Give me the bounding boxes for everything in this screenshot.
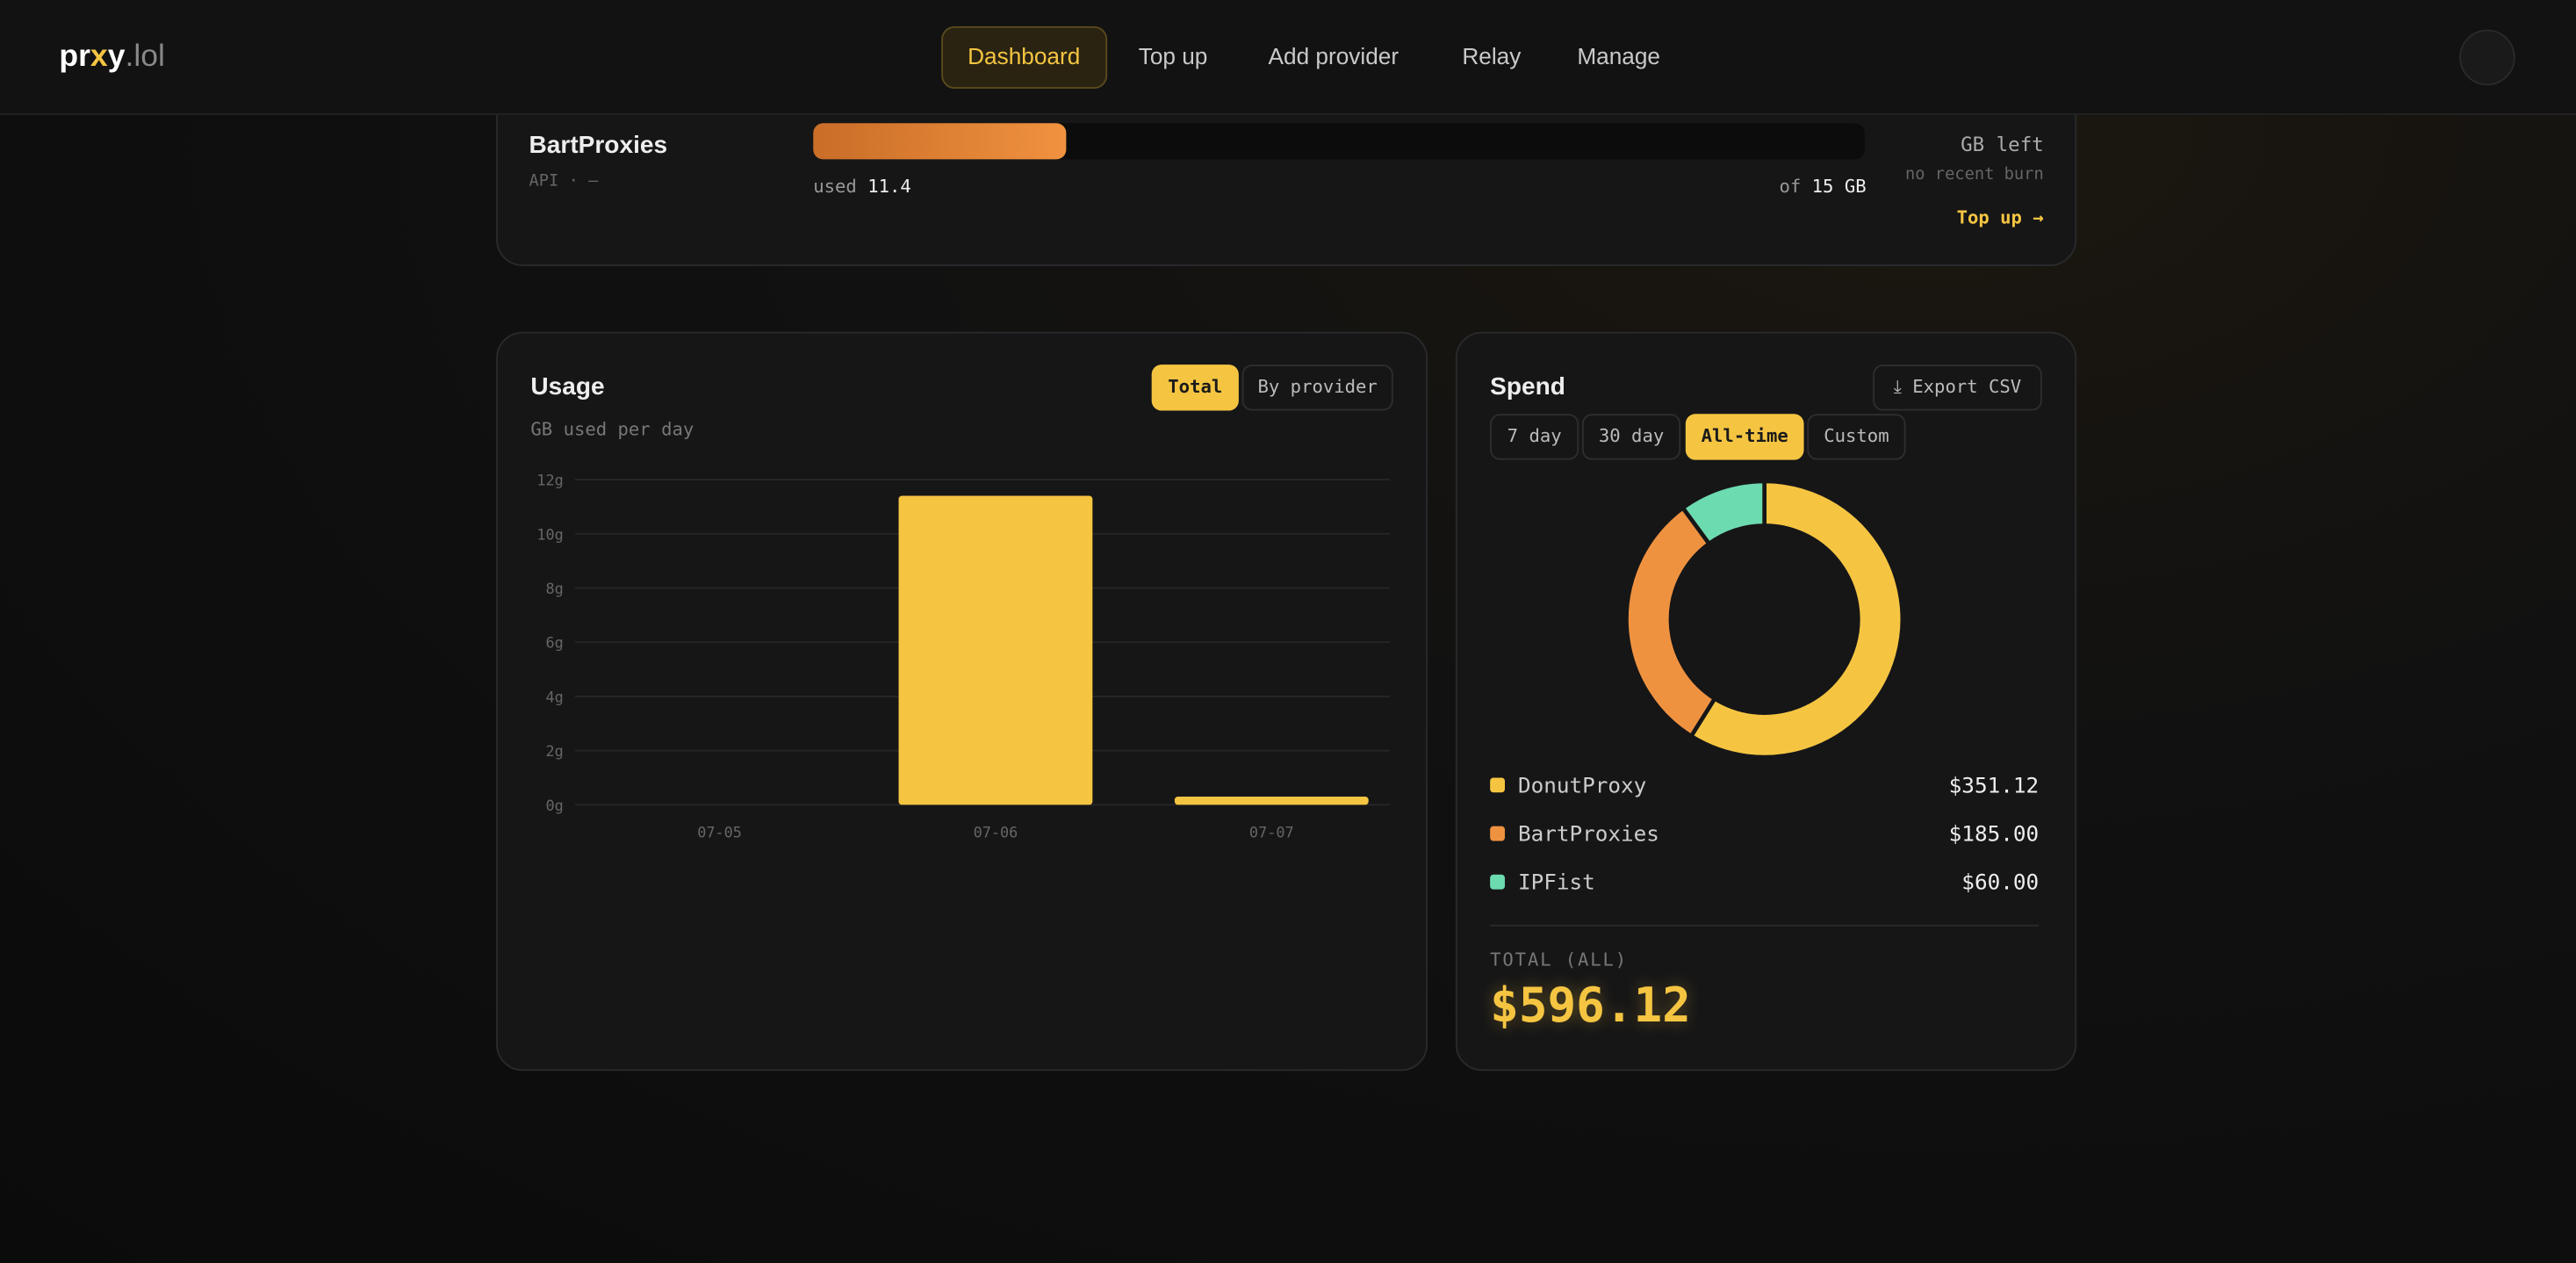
tab[interactable]: By provider (1241, 364, 1393, 411)
logo-part: x (90, 39, 108, 75)
range-button[interactable]: 7 day (1490, 414, 1579, 460)
logo-part: .lol (125, 39, 165, 75)
range-button[interactable]: 30 day (1581, 414, 1681, 460)
y-tick-label: 4g (546, 688, 564, 705)
used-label: used (813, 176, 857, 198)
nav-item[interactable]: Top up (1138, 42, 1208, 69)
range-button[interactable]: All-time (1685, 414, 1804, 460)
total-value: $596.12 (1490, 977, 1691, 1034)
legend-value: $60.00 (1961, 870, 2039, 895)
x-tick-label: 07-06 (974, 824, 1018, 841)
of-label: of (1779, 176, 1802, 198)
donut-slice (1680, 479, 1767, 547)
provider-name: BartProxies (529, 131, 668, 160)
logo-part: pr (59, 39, 90, 75)
nav-item[interactable]: Relay (1462, 42, 1522, 69)
avatar[interactable] (2459, 29, 2515, 86)
y-tick-label: 6g (546, 634, 564, 652)
nav-item[interactable]: Add provider (1268, 42, 1400, 69)
nav-item[interactable]: Dashboard (941, 25, 1107, 89)
range-button[interactable]: Custom (1807, 414, 1906, 460)
legend-swatch (1490, 874, 1505, 890)
bar (898, 495, 1093, 805)
used-text: used 11.4 (813, 176, 911, 197)
capacity-text: of 15 GB (1779, 176, 1866, 197)
left-unit: GB left (1961, 133, 2044, 156)
capacity-value: 15 (1811, 176, 1834, 198)
x-tick-label: 07-07 (1249, 824, 1294, 841)
divider (1490, 924, 2040, 927)
progress-track (813, 123, 1865, 160)
progress-fill (813, 123, 1066, 160)
usage-subtitle: GB used per day (530, 418, 694, 441)
donut-slice (1624, 505, 1718, 740)
usage-title: Usage (530, 372, 605, 401)
nav-bar: prxy.lol Dashboard Top up Add provider R… (0, 0, 2576, 115)
provider-meta: API · — (529, 172, 599, 191)
legend-label: DonutProxy (1518, 772, 1646, 797)
export-button[interactable]: ⤓ Export CSV (1873, 364, 2042, 411)
nav-item[interactable]: Manage (1577, 42, 1660, 69)
logo[interactable]: prxy.lol (59, 40, 165, 76)
used-value: 11.4 (867, 176, 911, 198)
x-tick-label: 07-05 (697, 824, 742, 841)
capacity-unit: GB (1844, 176, 1867, 198)
total-label: TOTAL (ALL) (1490, 949, 1629, 971)
y-tick-label: 0g (546, 797, 564, 814)
y-tick-label: 8g (546, 580, 564, 597)
donut-slice (1688, 479, 1905, 760)
legend-label: IPFist (1518, 870, 1595, 895)
legend-value: $185.00 (1949, 820, 2039, 846)
bar (1174, 797, 1369, 805)
logo-part: y (107, 39, 126, 75)
legend-swatch (1490, 826, 1505, 841)
y-tick-label: 10g (536, 525, 563, 543)
spend-title: Spend (1490, 372, 1565, 401)
legend-label: BartProxies (1518, 820, 1659, 846)
export-label: Export CSV (1912, 376, 2022, 398)
legend-swatch (1490, 777, 1505, 793)
spend-card: Spend ⤓ Export CSV 7 day 30 day All-time… (1455, 331, 2077, 1072)
burn: no recent burn (1905, 165, 2044, 184)
tab[interactable]: Total (1151, 364, 1239, 411)
download-icon: ⤓ (1893, 376, 1913, 398)
y-tick-label: 12g (536, 472, 563, 489)
y-tick-label: 2g (546, 742, 564, 760)
top-up-link[interactable]: Top up → (1956, 206, 2044, 228)
legend-value: $351.12 (1949, 772, 2039, 797)
